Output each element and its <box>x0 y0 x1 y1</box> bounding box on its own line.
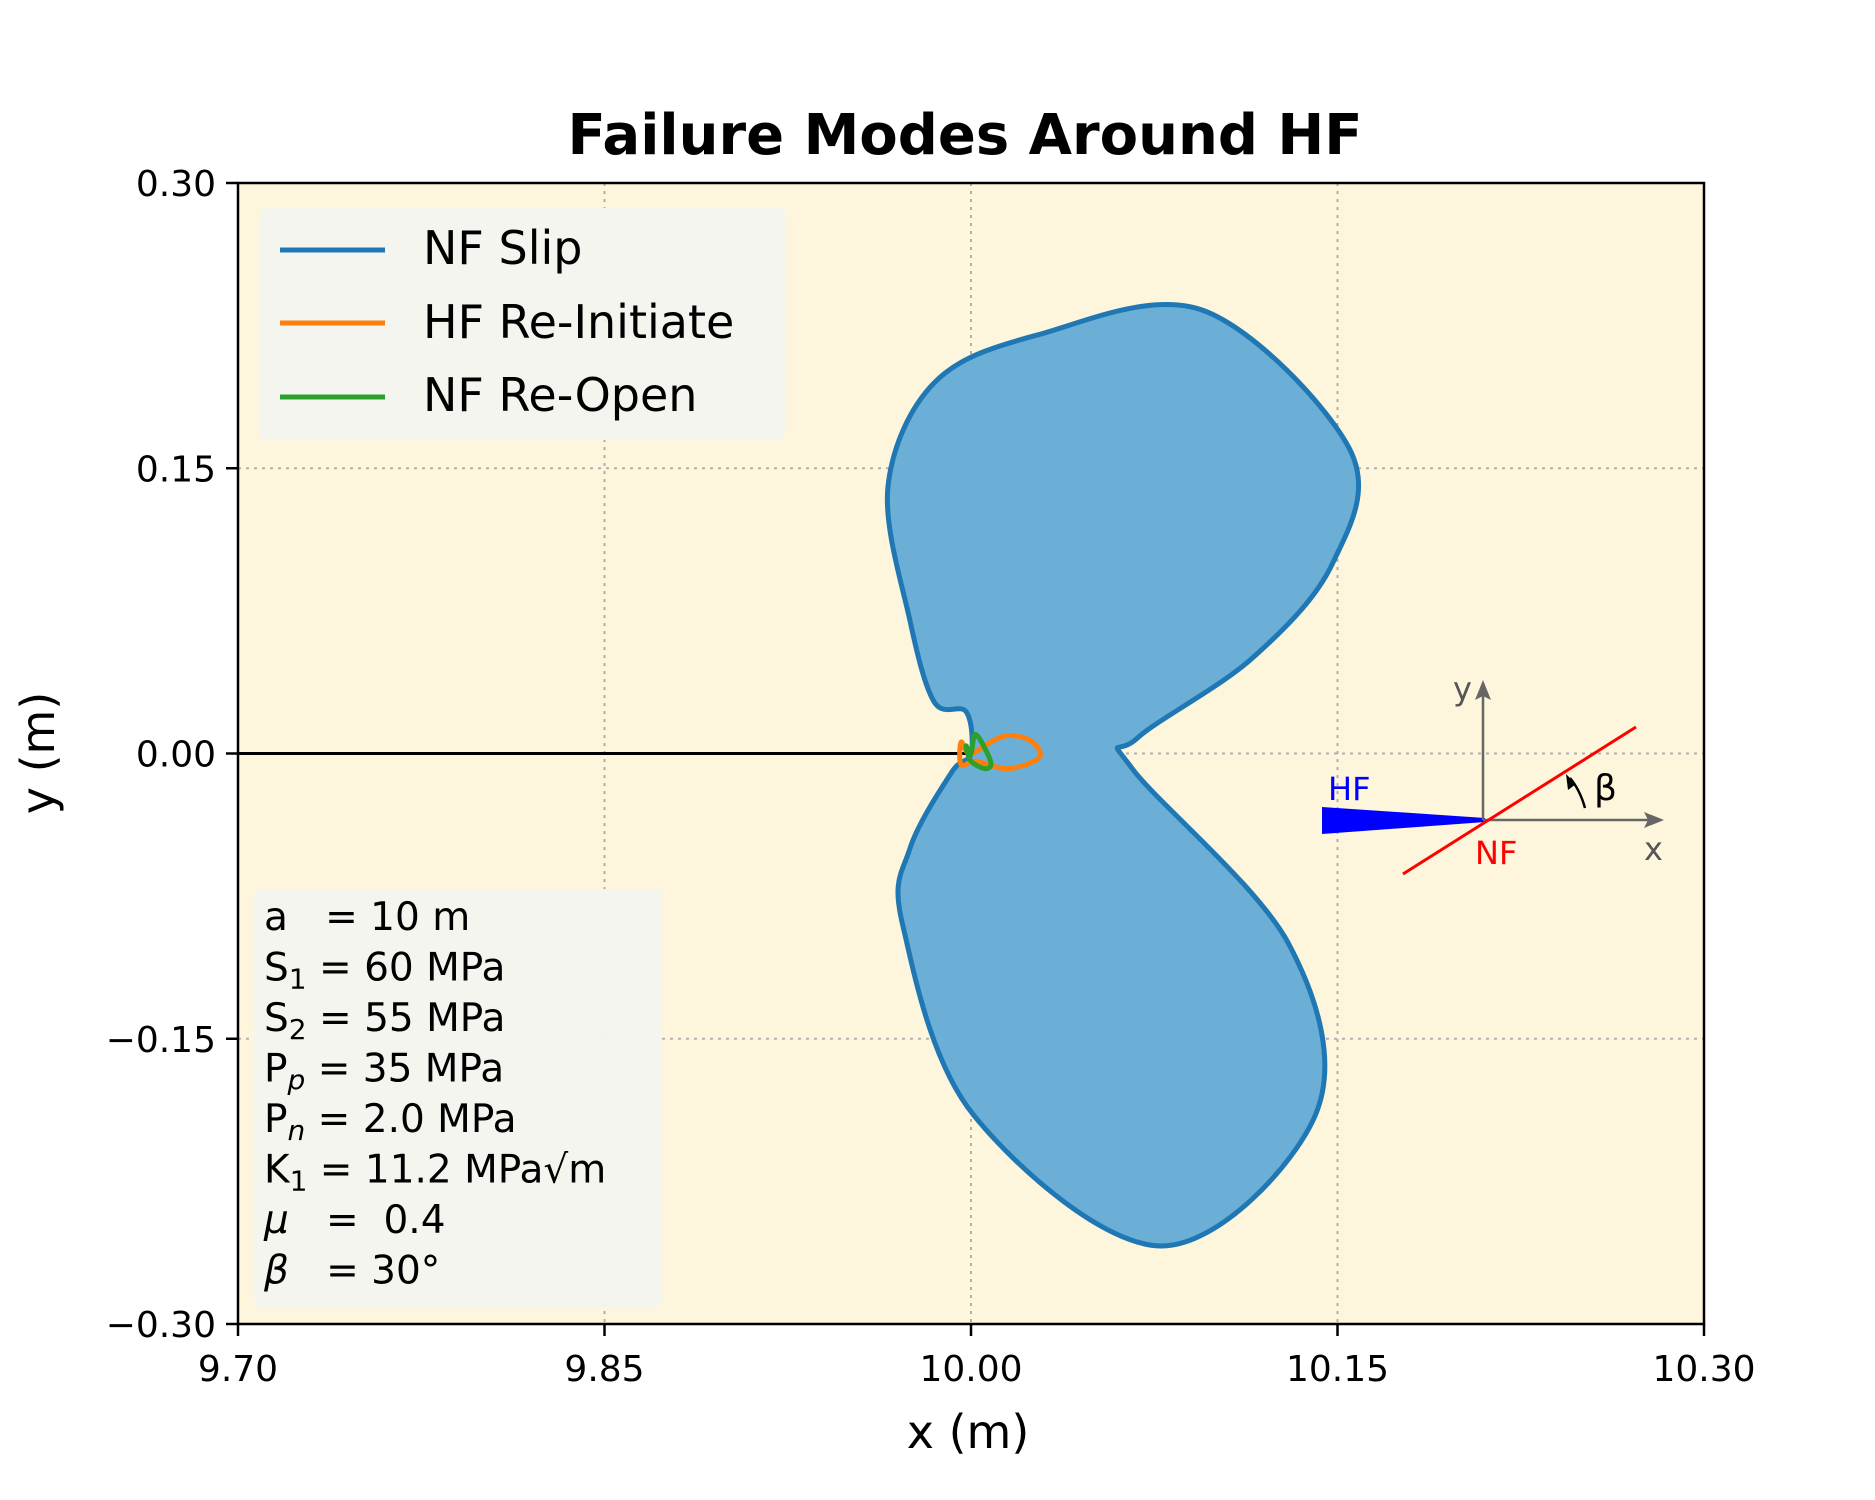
y-tick-label: 0.00 <box>136 735 216 776</box>
legend-label-nf-reopen: NF Re-Open <box>423 368 697 422</box>
chart-title: Failure Modes Around HF <box>567 103 1362 168</box>
parameter-value: = 35 MPa <box>305 1047 504 1092</box>
parameter-line: S1 = 60 MPa <box>264 946 505 996</box>
y-tick-label: −0.30 <box>106 1305 216 1346</box>
y-tick-label: 0.15 <box>136 449 216 490</box>
parameter-value: = 60 MPa <box>307 946 506 991</box>
parameter-symbol: μ <box>263 1198 289 1243</box>
parameter-line: K1 = 11.2 MPa√m <box>264 1148 606 1198</box>
inset-angle-label: β <box>1594 768 1617 809</box>
parameter-symbol: a <box>264 895 288 940</box>
x-axis-label: x (m) <box>907 1405 1030 1459</box>
parameter-line: S2 = 55 MPa <box>264 996 505 1046</box>
y-tick-label: −0.15 <box>106 1020 216 1061</box>
legend: NF Slip HF Re-Initiate NF Re-Open <box>260 208 786 440</box>
parameter-subscript: 2 <box>289 1013 307 1046</box>
parameter-symbol: P <box>264 1097 288 1142</box>
series-nf-slip-line <box>884 301 1361 1249</box>
inset-x-label: x <box>1644 830 1663 868</box>
parameter-line: Pn = 2.0 MPa <box>264 1097 517 1147</box>
x-tick-label: 9.70 <box>198 1349 278 1390</box>
inset-angle-arrow <box>1566 774 1576 790</box>
x-tick-label: 10.15 <box>1286 1349 1389 1390</box>
x-tick-label: 10.00 <box>919 1349 1022 1390</box>
inset-y-arrow <box>1475 680 1491 700</box>
parameter-line: a = 10 m <box>264 895 470 940</box>
series-layer <box>884 301 1361 1249</box>
orientation-inset: HF NF x y β <box>1322 670 1664 876</box>
ticks: 9.70 9.85 10.00 10.15 10.30 0.30 0.15 0.00 −0.15… <box>106 164 1756 1390</box>
inset-hf-label: HF <box>1328 770 1370 808</box>
parameter-symbol: β <box>263 1249 289 1294</box>
y-axis-label: y (m) <box>11 692 65 815</box>
parameter-line: μ = 0.4 <box>263 1198 446 1243</box>
parameter-subscript: n <box>288 1114 306 1147</box>
legend-label-nf-slip: NF Slip <box>423 221 582 275</box>
series-hf-reinitiate-line <box>957 733 1043 772</box>
parameter-subscript: 1 <box>289 963 307 996</box>
inset-y-label: y <box>1453 670 1472 708</box>
parameter-subscript: 1 <box>290 1165 308 1198</box>
parameter-line: Pp = 35 MPa <box>264 1047 504 1097</box>
parameter-line: β = 30° <box>263 1249 440 1294</box>
x-tick-label: 9.85 <box>564 1349 644 1390</box>
parameter-value: = 30° <box>289 1249 440 1294</box>
parameter-symbol: P <box>264 1047 288 1092</box>
parameter-value: = 11.2 MPa√m <box>307 1148 606 1193</box>
parameter-subscript: p <box>287 1064 306 1097</box>
inset-hf-wedge <box>1322 807 1485 834</box>
parameter-symbol: S <box>264 996 289 1041</box>
legend-label-hf-reinitiate: HF Re-Initiate <box>423 295 734 349</box>
parameter-symbol: S <box>264 946 289 991</box>
inset-nf-line <box>1402 725 1637 876</box>
series-nf-reopen-line <box>963 731 994 772</box>
x-tick-label: 10.30 <box>1652 1349 1755 1390</box>
parameter-value: = 2.0 MPa <box>305 1097 516 1142</box>
parameter-symbol: K <box>264 1148 291 1193</box>
inset-x-arrow <box>1644 812 1664 828</box>
parameter-value: = 55 MPa <box>307 996 506 1041</box>
parameter-value: = 0.4 <box>289 1198 446 1243</box>
parameter-box-bg <box>254 889 661 1307</box>
legend-box <box>260 208 786 440</box>
y-tick-label: 0.30 <box>136 164 216 205</box>
parameter-value: = 10 m <box>288 895 470 940</box>
inset-nf-label: NF <box>1475 834 1517 872</box>
